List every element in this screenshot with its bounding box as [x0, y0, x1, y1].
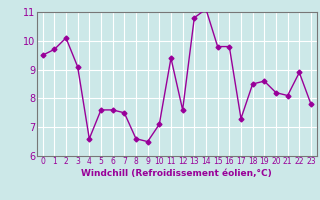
X-axis label: Windchill (Refroidissement éolien,°C): Windchill (Refroidissement éolien,°C)	[81, 169, 272, 178]
